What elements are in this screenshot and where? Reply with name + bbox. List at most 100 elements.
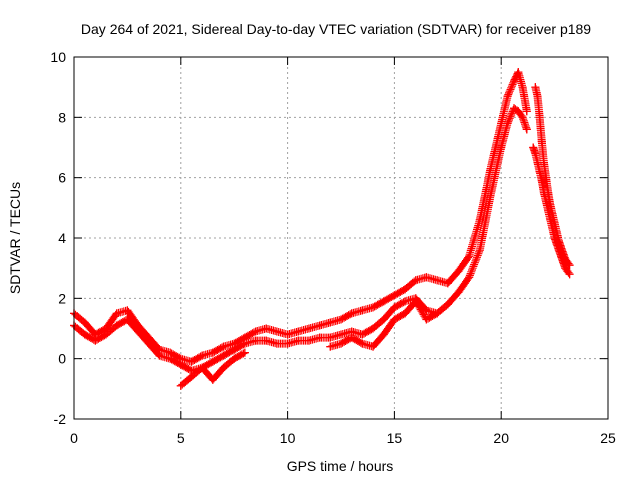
x-tick-label: 20 [493, 430, 509, 446]
x-tick-label: 10 [280, 430, 296, 446]
data-point [537, 137, 546, 146]
data-point [358, 306, 367, 315]
data-point [552, 240, 561, 249]
data-point [518, 113, 527, 122]
y-axis-label: SDTVAR / TECUs [7, 182, 23, 294]
data-point [251, 327, 260, 336]
data-point [134, 327, 143, 336]
x-tick-label: 0 [70, 430, 78, 446]
data-point [522, 125, 531, 134]
data-point [358, 330, 367, 339]
data-point [326, 333, 335, 342]
data-point [497, 143, 506, 152]
data-point [475, 246, 484, 255]
data-point [187, 357, 196, 366]
data-point [486, 191, 495, 200]
series-5 [326, 297, 442, 351]
data-point [531, 149, 540, 158]
x-axis-label: GPS time / hours [287, 458, 394, 474]
data-point [294, 327, 303, 336]
data-point [304, 324, 313, 333]
data-point [510, 104, 519, 113]
data-point [176, 381, 185, 390]
x-tick-label: 25 [600, 430, 616, 446]
data-point [262, 336, 271, 345]
data-point [347, 333, 356, 342]
data-point [557, 252, 566, 261]
y-tick-label: 10 [50, 49, 66, 65]
data-point [262, 324, 271, 333]
data-point [535, 113, 544, 122]
data-point [533, 158, 542, 167]
data-point [283, 330, 292, 339]
y-tick-label: 8 [58, 109, 66, 125]
data-point [198, 363, 207, 372]
data-point [176, 360, 185, 369]
data-point [539, 188, 548, 197]
data-point [559, 258, 568, 267]
data-point [411, 276, 420, 285]
chart-title: Day 264 of 2021, Sidereal Day-to-day VTE… [81, 21, 591, 37]
data-point [443, 300, 452, 309]
data-point [337, 330, 345, 339]
data-point [315, 321, 324, 330]
data-point [369, 342, 378, 351]
data-point [514, 68, 523, 77]
data-point [550, 234, 559, 242]
y-tick-label: 0 [58, 351, 66, 367]
y-tick-label: 2 [58, 290, 66, 306]
x-tick-label: 5 [177, 430, 185, 446]
data-point [542, 197, 551, 206]
data-point [535, 167, 544, 176]
data-point [369, 324, 378, 333]
data-point [390, 315, 399, 324]
y-tick-labels: -2 0 2 4 6 8 10 [50, 49, 66, 427]
data-point [112, 321, 121, 330]
data-point [465, 252, 474, 261]
data-point [379, 297, 388, 306]
data-point [503, 119, 512, 128]
data-point [304, 336, 313, 345]
data-point [251, 336, 260, 345]
data-point [401, 285, 410, 294]
data-point [208, 357, 217, 366]
data-point [422, 315, 431, 324]
data-point [198, 351, 207, 360]
data-point [454, 267, 463, 276]
x-tick-label: 15 [387, 430, 403, 446]
data-point [347, 309, 356, 318]
data-point [208, 375, 217, 384]
data-point [219, 351, 228, 360]
data-point [326, 342, 335, 351]
data-point [208, 348, 217, 357]
data-point [475, 215, 484, 224]
series-4 [529, 143, 574, 279]
data-point [537, 176, 546, 185]
data-point [187, 372, 196, 381]
data-point [219, 363, 228, 372]
data-point [80, 318, 89, 327]
data-point [337, 339, 345, 348]
data-point [510, 77, 519, 86]
data-point [544, 206, 553, 215]
data-point [144, 339, 153, 348]
data-point [422, 273, 431, 282]
data-point [518, 83, 527, 92]
data-point [326, 318, 335, 327]
y-tick-label: -2 [54, 411, 67, 427]
data-point [337, 315, 345, 324]
data-point [123, 306, 132, 315]
data-point [565, 270, 574, 279]
data-point [401, 309, 410, 318]
axis-ticks [73, 56, 609, 420]
series-6 [176, 348, 249, 390]
data-point [102, 330, 111, 339]
data-point [433, 276, 442, 285]
x-tick-labels: 0 5 10 15 20 25 [70, 430, 616, 446]
data-point [240, 339, 249, 348]
series-1 [70, 68, 531, 366]
data-point [91, 336, 100, 345]
data-point [454, 288, 463, 297]
